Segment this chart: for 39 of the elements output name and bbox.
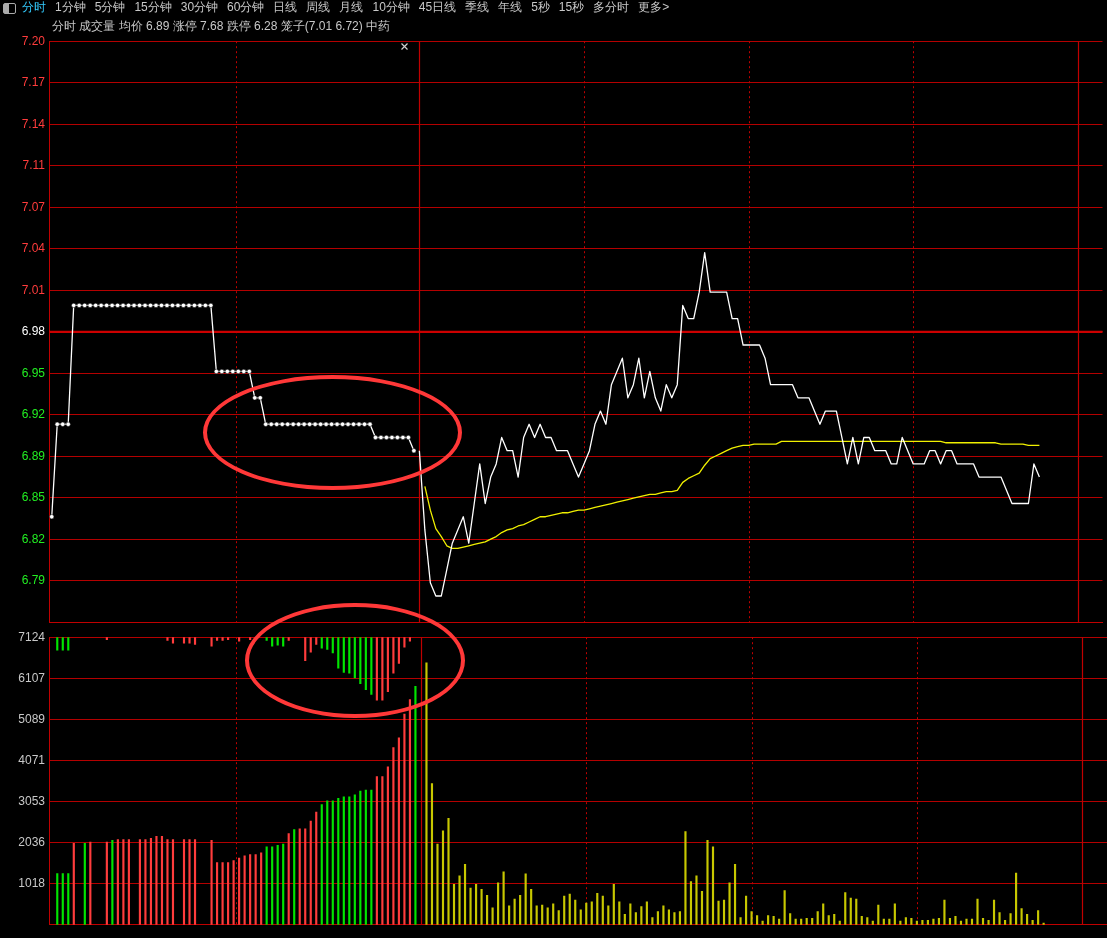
y-tick-label: 7.04 <box>21 241 46 256</box>
y-tick-label: 7.07 <box>21 199 46 214</box>
y-tick-label: 6.95 <box>21 365 46 380</box>
text: 60分钟 <box>227 0 265 16</box>
y-tick-label: 7.11 <box>22 158 46 173</box>
text: 多分时 <box>593 0 630 16</box>
text: 15秒 <box>558 0 585 16</box>
y-tick-label: 7.14 <box>21 116 46 131</box>
text: 15分钟 <box>134 0 172 16</box>
text: 周线 <box>306 0 331 16</box>
text: 30分钟 <box>180 0 219 16</box>
text: 日线 <box>273 0 298 16</box>
y-tick-label: 6.92 <box>21 407 46 422</box>
y-tick-label: 6.89 <box>21 448 46 463</box>
text: 10分钟 <box>372 0 410 16</box>
y-tick-label: 3053 <box>18 793 46 808</box>
text: 更多> <box>638 0 670 16</box>
y-tick-label: 7.17 <box>21 74 46 89</box>
y-tick-label: 7124 <box>18 629 46 644</box>
text: 1分钟 <box>55 0 86 16</box>
chart-title: 分时 成交量 均价 6.89 涨停 7.68 跌停 6.28 笼子(7.01 6.72) 中药 <box>52 18 391 34</box>
text: 年线 <box>498 0 523 16</box>
y-tick-label: 6107 <box>18 670 46 685</box>
y-tick-label: 6.85 <box>21 490 46 505</box>
y-tick-label: 5089 <box>18 711 46 726</box>
text: 月线 <box>339 0 364 16</box>
text: 季线 <box>465 0 490 16</box>
y-tick-label: 1018 <box>18 876 46 891</box>
y-tick-label: 6.98 <box>21 324 46 339</box>
text: 45日线 <box>418 0 457 16</box>
y-tick-label: 4071 <box>18 752 46 767</box>
y-tick-label: 6.82 <box>21 531 46 546</box>
text: 5秒 <box>531 0 550 16</box>
text: 5分钟 <box>94 0 126 16</box>
y-tick-label: 7.01 <box>21 282 46 297</box>
y-tick-label: 2036 <box>18 834 46 849</box>
text: 分时 <box>22 0 46 16</box>
y-tick-label: 7.20 <box>21 33 46 48</box>
y-tick-label: 6.79 <box>21 573 46 588</box>
